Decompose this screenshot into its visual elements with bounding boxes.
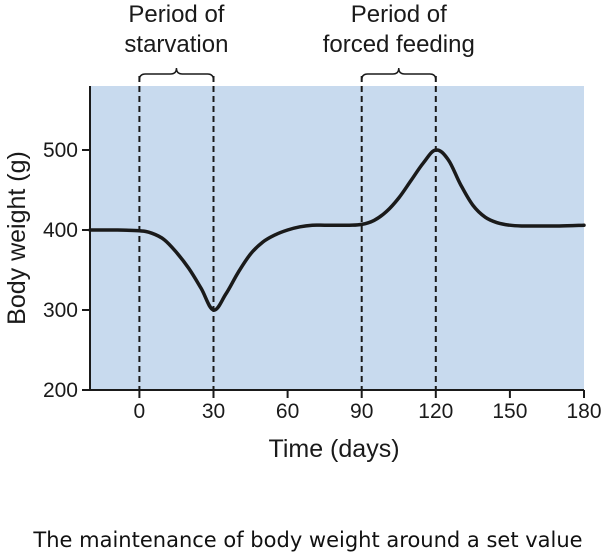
period-label: Period of forced feeding: [323, 1, 475, 58]
figure-caption: The maintenance of body weight around a …: [33, 528, 583, 552]
y-tick-label: 200: [43, 379, 78, 402]
x-tick-label: 0: [134, 400, 146, 423]
x-tick-label: 150: [492, 400, 527, 423]
y-tick-label: 400: [43, 219, 78, 242]
y-tick-label: 500: [43, 139, 78, 162]
period-brace: [360, 67, 437, 81]
body-weight-line: [88, 148, 586, 312]
plot-area: [90, 86, 584, 390]
period-brace: [138, 67, 215, 81]
y-tick-label: 300: [43, 299, 78, 322]
period-label-line: forced feeding: [323, 31, 475, 58]
body-weight-chart: 200 300 400 500 0 30 60 90 120 150 180 Period of sta…: [3, 1, 602, 463]
x-tick-label: 60: [276, 400, 299, 423]
y-axis-title: Body weight (g): [3, 151, 31, 325]
period-label-line: Period of: [351, 1, 447, 28]
x-tick-label: 90: [350, 400, 373, 423]
period-label-line: Period of: [128, 1, 224, 28]
x-tick-label: 120: [418, 400, 453, 423]
x-tick-label: 30: [202, 400, 225, 423]
period-label: Period of starvation: [124, 1, 228, 58]
period-label-line: starvation: [124, 31, 228, 58]
x-axis-title: Time (days): [268, 435, 399, 463]
x-tick-label: 180: [566, 400, 601, 423]
